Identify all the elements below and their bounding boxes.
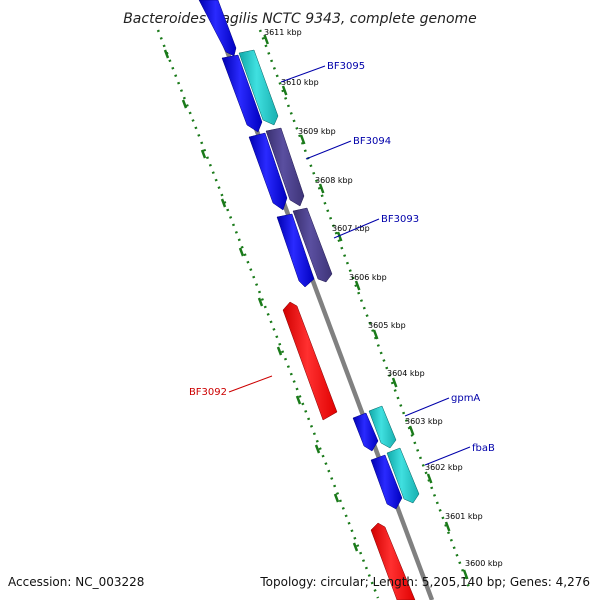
gene-label-bf3092[interactable]: BF3092 <box>189 387 227 398</box>
kbp-label: 3602 kbp <box>425 463 463 472</box>
inner-major-ticks <box>163 49 359 552</box>
gene-arrow[interactable] <box>198 0 237 57</box>
gene-labels: BF3095 BF3094 BF3093 BF3092 gpmA fbaB <box>189 61 495 454</box>
kbp-label: 3611 kbp <box>264 28 302 37</box>
rna-arrow[interactable] <box>368 405 397 449</box>
kbp-label: 3606 kbp <box>349 273 387 282</box>
inner-tick-ring <box>156 29 380 599</box>
kbp-label: 3608 kbp <box>315 176 353 185</box>
accession-text: Accession: NC_003228 <box>8 575 144 589</box>
kbp-label: 3604 kbp <box>387 369 425 378</box>
map-title: Bacteroides fragilis NCTC 9343, complete… <box>123 11 477 27</box>
gene-arrow[interactable] <box>352 412 379 452</box>
gene-label-gpma[interactable]: gpmA <box>451 393 480 404</box>
gene-label-bf3094[interactable]: BF3094 <box>353 136 391 147</box>
gene-arrow[interactable] <box>276 213 315 288</box>
gene-arrow[interactable] <box>370 454 403 510</box>
gene-label-bf3095[interactable]: BF3095 <box>327 61 365 72</box>
gene-arrow[interactable] <box>248 132 288 211</box>
kbp-label: 3609 kbp <box>298 127 336 136</box>
outer-major-ticks <box>263 34 469 580</box>
gene-arrow-purple[interactable] <box>292 207 333 283</box>
kbp-labels: 3611 kbp 3610 kbp 3609 kbp 3608 kbp 3607… <box>264 28 503 568</box>
gene-features <box>198 0 420 600</box>
genome-summary-text: Topology: circular; Length: 5,205,140 bp… <box>259 575 590 589</box>
gene-arrow-purple[interactable] <box>265 127 305 207</box>
rna-arrow[interactable] <box>238 49 279 126</box>
kbp-label: 3600 kbp <box>465 559 503 568</box>
gene-callouts <box>228 65 471 466</box>
kbp-label: 3603 kbp <box>405 417 443 426</box>
kbp-label: 3605 kbp <box>368 321 406 330</box>
gene-arrow-reverse[interactable] <box>370 522 416 600</box>
gene-label-bf3093[interactable]: BF3093 <box>381 214 419 225</box>
gene-label-fbab[interactable]: fbaB <box>472 443 495 454</box>
kbp-label: 3601 kbp <box>445 512 483 521</box>
kbp-label: 3610 kbp <box>281 78 319 87</box>
rna-arrow[interactable] <box>386 447 420 504</box>
gene-arrow-reverse[interactable] <box>282 301 338 421</box>
kbp-label: 3607 kbp <box>332 224 370 233</box>
gene-arrow[interactable] <box>221 54 263 133</box>
